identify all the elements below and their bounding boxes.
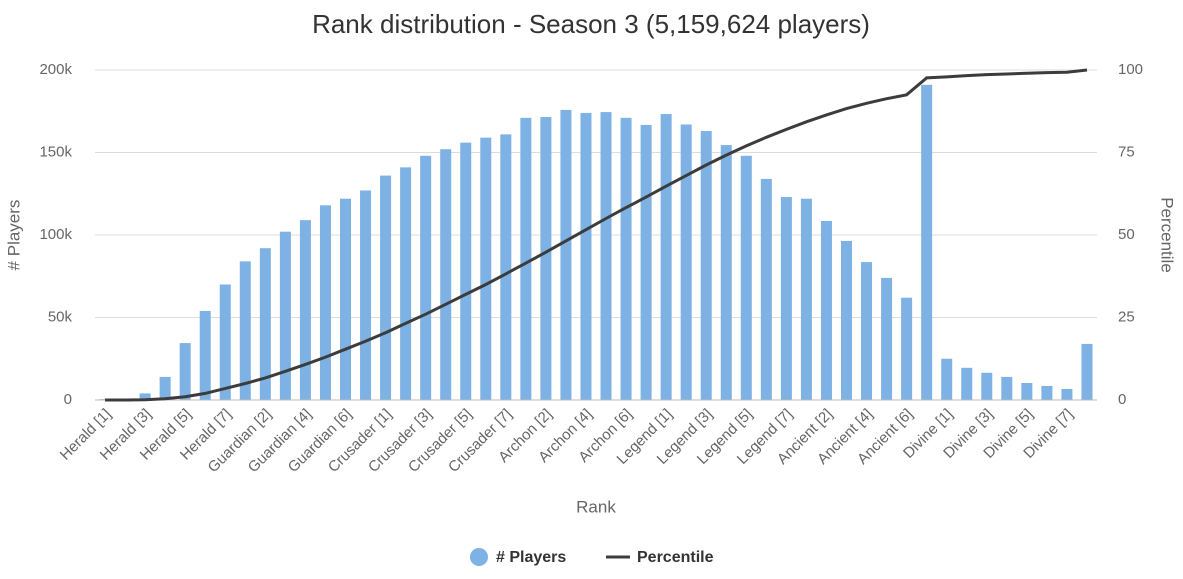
y-axis-label: # Players	[4, 200, 23, 271]
bar	[239, 261, 251, 400]
bar	[440, 149, 452, 400]
legend-label: Percentile	[637, 549, 714, 566]
bar	[159, 376, 171, 400]
bar	[1021, 383, 1033, 400]
bar	[700, 131, 712, 401]
y-tick-label: 50k	[48, 308, 73, 325]
bar	[881, 277, 893, 400]
bar	[360, 190, 372, 400]
bar	[179, 343, 191, 400]
bar	[259, 248, 271, 400]
bar	[540, 117, 552, 401]
bar	[720, 145, 732, 400]
y2-tick-label: 25	[1118, 308, 1135, 325]
bar	[279, 231, 291, 400]
bar	[941, 358, 953, 400]
bar	[680, 124, 692, 400]
bar	[740, 155, 752, 400]
legend-label: # Players	[496, 549, 566, 566]
percentile-line	[105, 68, 1088, 402]
legend-marker	[470, 548, 488, 566]
y-tick-label: 0	[64, 391, 72, 408]
y-tick-label: 100k	[39, 226, 72, 243]
bar	[380, 175, 392, 400]
bar	[400, 167, 412, 400]
bar	[1041, 385, 1053, 400]
y2-tick-label: 100	[1118, 61, 1143, 78]
bar	[961, 367, 973, 400]
bar	[861, 262, 873, 400]
bar	[1001, 376, 1013, 400]
bar	[420, 155, 432, 400]
y-tick-label: 200k	[39, 61, 72, 78]
y2-axis-label: Percentile	[1158, 197, 1177, 273]
bar	[760, 178, 772, 400]
bar	[299, 220, 311, 400]
bar	[199, 310, 211, 400]
bar	[600, 112, 612, 400]
bar	[1061, 388, 1073, 400]
y2-tick-label: 75	[1118, 143, 1135, 160]
bar	[800, 198, 812, 400]
y2-tick-label: 50	[1118, 226, 1135, 243]
bar	[921, 84, 933, 400]
bar	[780, 197, 792, 400]
bar	[620, 117, 632, 400]
bar	[640, 124, 652, 400]
bar	[520, 117, 532, 400]
bar	[460, 142, 472, 400]
bar	[901, 297, 913, 400]
y2-tick-label: 0	[1118, 391, 1126, 408]
bar	[1081, 343, 1093, 400]
bar	[340, 198, 351, 400]
bar	[820, 220, 832, 400]
bar	[139, 393, 151, 400]
bar	[981, 372, 993, 400]
chart-title: Rank distribution - Season 3 (5,159,624 …	[312, 9, 870, 39]
bar	[319, 205, 331, 400]
bar	[841, 240, 852, 400]
bar	[660, 114, 672, 401]
bar	[219, 284, 231, 400]
bar	[580, 112, 592, 401]
bar	[560, 109, 572, 401]
x-axis-label: Rank	[576, 497, 616, 516]
bar	[500, 134, 512, 400]
bar	[480, 137, 492, 400]
y-tick-label: 150k	[39, 143, 72, 160]
